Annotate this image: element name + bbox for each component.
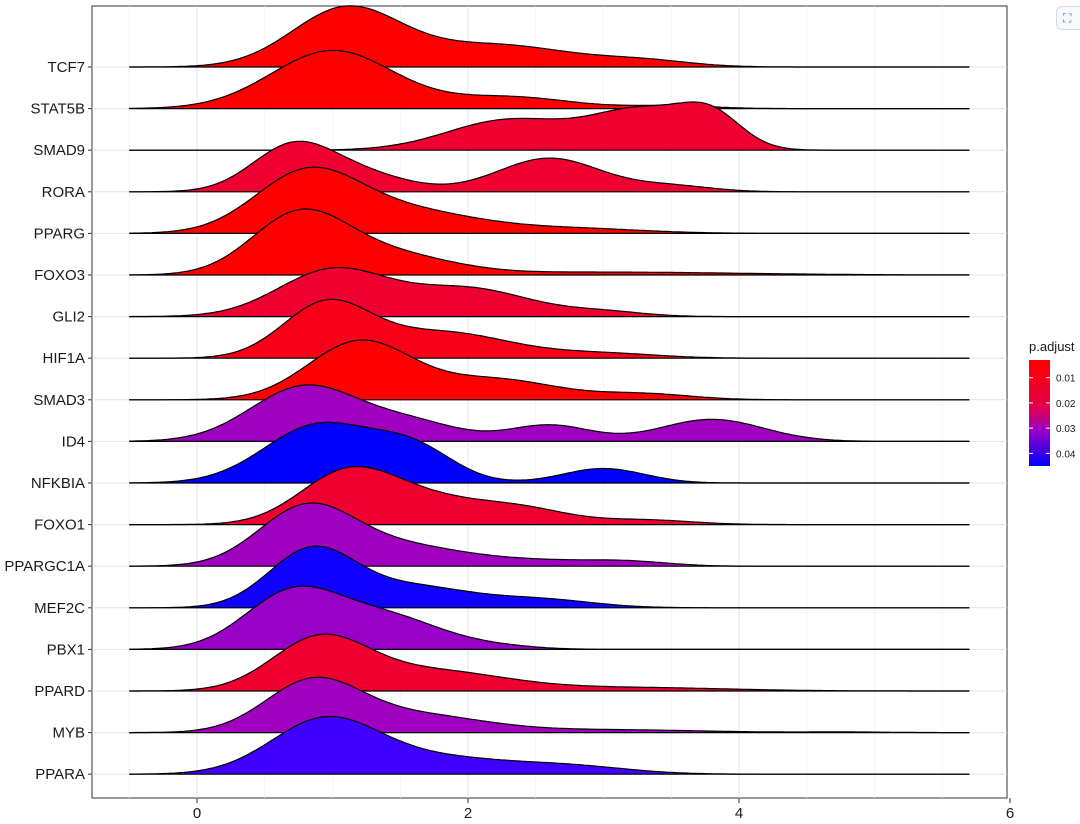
ridge-smad9 (129, 101, 970, 151)
x-tick-label: 2 (464, 805, 472, 822)
x-tick-label: 4 (735, 805, 743, 822)
x-tick-label: 6 (1006, 805, 1014, 822)
legend-tick-label: 0.04 (1056, 449, 1076, 460)
legend-ticks: 0.01 0.02 0.03 0.04 (1029, 374, 1076, 460)
legend-tick-label: 0.03 (1056, 424, 1076, 435)
ridge-ppargc1a (129, 502, 970, 567)
ridge-fill (129, 546, 970, 608)
ridge-fill (129, 299, 970, 359)
ridge-nfkbia (129, 421, 970, 484)
ridge-fill (129, 340, 970, 400)
ridge-fill (129, 102, 970, 151)
y-axis-labels: TCF7 STAT5B SMAD9 RORA PPARG FOXO3 GLI2 HIF1A SM… (4, 59, 92, 783)
legend-title: p.adjust (1029, 339, 1075, 354)
y-tick-label: GLI2 (52, 309, 85, 326)
y-tick-label: RORA (42, 184, 85, 201)
y-tick-label: PPARGC1A (4, 558, 85, 575)
ridges (129, 5, 970, 775)
scan-icon: ⛶ (1063, 11, 1072, 25)
ridge-fill (129, 503, 970, 567)
ridge-ppard (129, 633, 970, 692)
ridge-pbx1 (129, 585, 970, 651)
ridge-fill (129, 586, 970, 650)
ridge-outline (129, 384, 970, 442)
y-tick-label: PPARA (35, 766, 85, 783)
ridge-outline (129, 676, 970, 734)
y-tick-label: PPARD (34, 683, 85, 700)
y-tick-label: FOXO3 (34, 267, 85, 284)
ridge-fill (129, 716, 970, 775)
y-tick-label: SMAD3 (33, 392, 85, 409)
ridge-foxo3 (129, 208, 970, 276)
x-tick-label: 0 (193, 805, 201, 822)
y-tick-label: MEF2C (34, 600, 85, 617)
ridge-stat5b (129, 49, 970, 110)
ridge-outline (129, 208, 970, 276)
legend-tick-label: 0.01 (1056, 374, 1076, 385)
y-tick-label: NFKBIA (31, 475, 85, 492)
legend-colorbar (1029, 360, 1050, 466)
ridge-fill (129, 634, 970, 691)
ridge-fill (129, 50, 970, 109)
legend-tick-label: 0.02 (1056, 399, 1076, 410)
ridge-hif1a (129, 298, 970, 359)
y-tick-label: STAT5B (31, 101, 85, 118)
legend: p.adjust 0.01 0.02 0.03 0.04 (1029, 339, 1076, 466)
ridge-ppara (129, 715, 970, 775)
y-tick-label: PPARG (34, 225, 85, 242)
y-tick-label: PBX1 (47, 641, 85, 658)
ridge-fill (129, 167, 970, 234)
y-tick-label: TCF7 (48, 59, 86, 76)
x-axis-labels: 0 2 4 6 (193, 798, 1014, 822)
y-tick-label: HIF1A (42, 350, 85, 367)
screenshot-button[interactable]: ⛶ (1056, 6, 1080, 30)
ridge-fill (129, 422, 970, 483)
y-tick-label: MYB (52, 725, 85, 742)
y-tick-label: SMAD9 (33, 142, 85, 159)
y-tick-label: FOXO1 (34, 517, 85, 534)
ridge-fill (129, 209, 970, 275)
y-tick-label: ID4 (62, 433, 85, 450)
